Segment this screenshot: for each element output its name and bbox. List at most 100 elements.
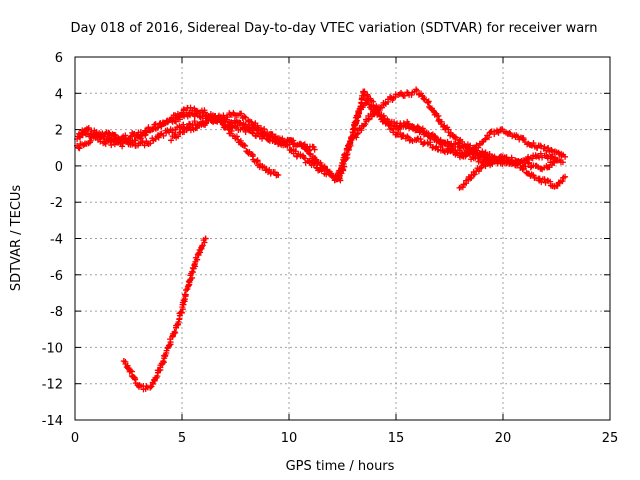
data-point: [432, 134, 439, 141]
data-point: [160, 132, 167, 139]
data-point: [482, 135, 489, 142]
grid: [75, 57, 610, 420]
data-point: [401, 92, 408, 99]
data-point: [284, 142, 291, 149]
data-point: [233, 133, 240, 140]
data-point: [394, 125, 401, 132]
data-point: [355, 129, 362, 136]
data-point: [366, 115, 373, 122]
data-point: [167, 339, 174, 346]
data-point: [478, 150, 485, 157]
data-point: [456, 154, 463, 161]
series-track-8: [393, 122, 569, 161]
data-point: [554, 182, 561, 189]
data-point: [158, 123, 165, 130]
data-point: [485, 134, 492, 141]
data-point: [241, 113, 248, 120]
data-point: [228, 127, 235, 134]
data-point: [362, 121, 369, 128]
y-tick-label: -14: [42, 414, 63, 429]
chart-title: Day 018 of 2016, Sidereal Day-to-day VTE…: [70, 21, 597, 36]
y-tick-label: 0: [55, 160, 63, 175]
x-tick-label: 25: [602, 431, 619, 446]
x-tick-label: 10: [281, 431, 298, 446]
data-point: [420, 95, 427, 102]
data-point: [559, 159, 566, 166]
data-point: [397, 122, 404, 129]
data-point: [442, 139, 449, 146]
data-point: [300, 142, 307, 149]
x-tick-label: 15: [388, 431, 405, 446]
x-axis-title: GPS time / hours: [286, 459, 395, 474]
y-tick-label: -12: [42, 378, 63, 393]
data-point: [226, 124, 233, 131]
y-tick-label: -2: [50, 196, 63, 211]
data-point: [289, 141, 296, 148]
data-point: [329, 173, 336, 180]
data-point: [537, 142, 544, 149]
data-point: [495, 129, 502, 136]
data-point: [224, 114, 231, 121]
data-point: [373, 108, 380, 115]
data-point: [506, 129, 513, 136]
data-point: [147, 140, 154, 147]
data-point: [155, 134, 162, 141]
data-point: [238, 110, 245, 117]
x-tick-label: 0: [71, 431, 79, 446]
data-point: [520, 165, 527, 172]
data-point: [404, 133, 411, 140]
data-point: [481, 136, 488, 143]
data-point: [395, 126, 402, 133]
data-point: [514, 133, 521, 140]
data-point: [113, 134, 120, 141]
data-point: [180, 121, 187, 128]
y-tick-label: 6: [55, 51, 63, 66]
data-point: [370, 111, 377, 118]
data-point: [404, 122, 411, 129]
data-point: [186, 123, 193, 130]
data-point: [498, 157, 505, 164]
data-point: [241, 142, 248, 149]
data-point: [541, 143, 548, 150]
data-point: [175, 319, 182, 326]
data-point: [85, 124, 92, 131]
y-axis-title: SDTVAR / TECUs: [9, 185, 24, 292]
data-point: [400, 132, 407, 139]
data-point: [154, 373, 161, 380]
data-point: [263, 166, 270, 173]
data-point: [537, 150, 544, 157]
data-point: [559, 178, 566, 185]
x-tick-label: 20: [495, 431, 512, 446]
data-point: [562, 153, 569, 160]
data-point: [385, 98, 392, 105]
data-point: [399, 133, 406, 140]
data-point: [76, 145, 83, 152]
series-track-11: [120, 235, 209, 393]
data-point: [108, 142, 115, 149]
data-point: [513, 162, 520, 169]
x-tick-label: 5: [178, 431, 186, 446]
data-point: [437, 136, 444, 143]
data-point: [306, 150, 313, 157]
data-point: [438, 118, 445, 125]
data-point: [353, 134, 360, 141]
data-point: [530, 139, 537, 146]
y-tick-label: -8: [50, 305, 63, 320]
data-point: [404, 134, 411, 141]
data-point: [160, 358, 167, 365]
data-point: [397, 130, 404, 137]
y-tick-label: -4: [50, 233, 63, 248]
data-point: [156, 367, 163, 374]
data-point: [536, 175, 543, 182]
data-point: [452, 134, 459, 141]
y-axis-ticks: -14 -12 -10 -8 -6 -4 -2 0 2 4 6: [42, 51, 610, 429]
data-point: [202, 235, 209, 242]
data-point: [191, 118, 198, 125]
data-point: [119, 143, 126, 150]
y-tick-label: 2: [55, 124, 63, 139]
data-point: [491, 131, 498, 138]
data-point: [437, 137, 444, 144]
series-track-2: [76, 104, 318, 153]
data-point: [147, 384, 154, 391]
